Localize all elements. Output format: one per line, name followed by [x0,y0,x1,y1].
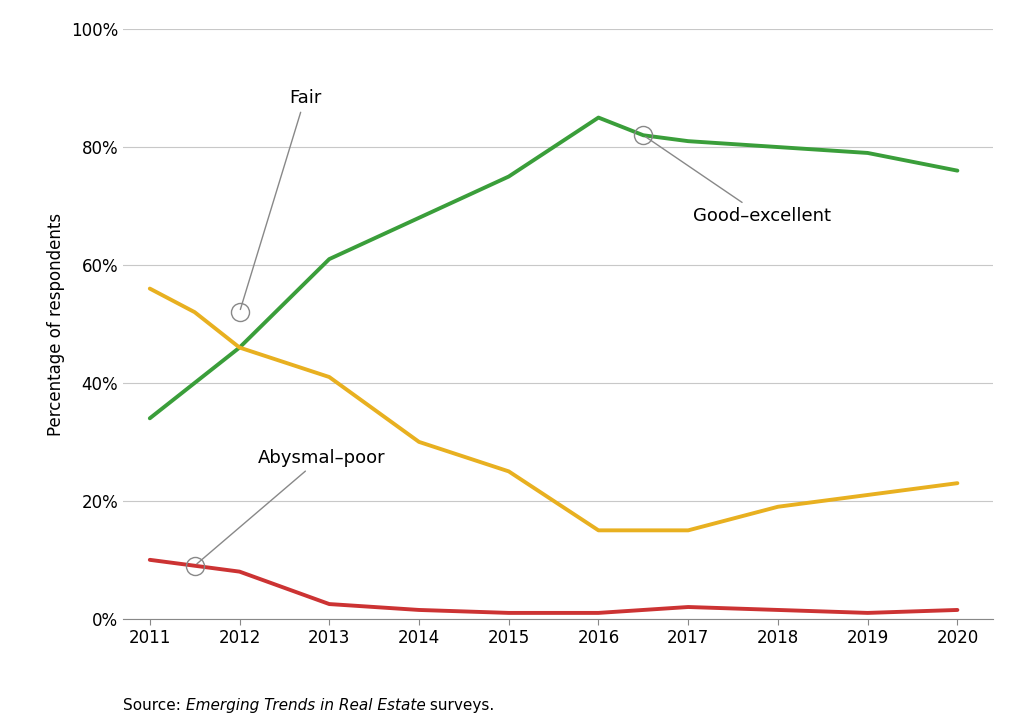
Text: Good–excellent: Good–excellent [645,137,830,225]
Text: Source:: Source: [123,698,185,713]
Y-axis label: Percentage of respondents: Percentage of respondents [47,213,66,435]
Text: Fair: Fair [241,89,322,309]
Text: Abysmal–poor: Abysmal–poor [197,448,385,564]
Text: Emerging Trends in Real Estate: Emerging Trends in Real Estate [185,698,425,713]
Text: surveys.: surveys. [425,698,495,713]
